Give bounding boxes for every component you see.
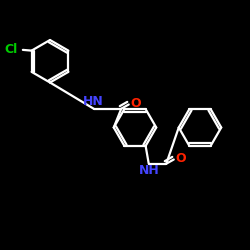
Text: HN: HN [84, 95, 104, 108]
Text: Cl: Cl [4, 43, 18, 56]
Text: O: O [176, 152, 186, 165]
Text: NH: NH [138, 164, 159, 177]
Text: O: O [130, 97, 141, 110]
